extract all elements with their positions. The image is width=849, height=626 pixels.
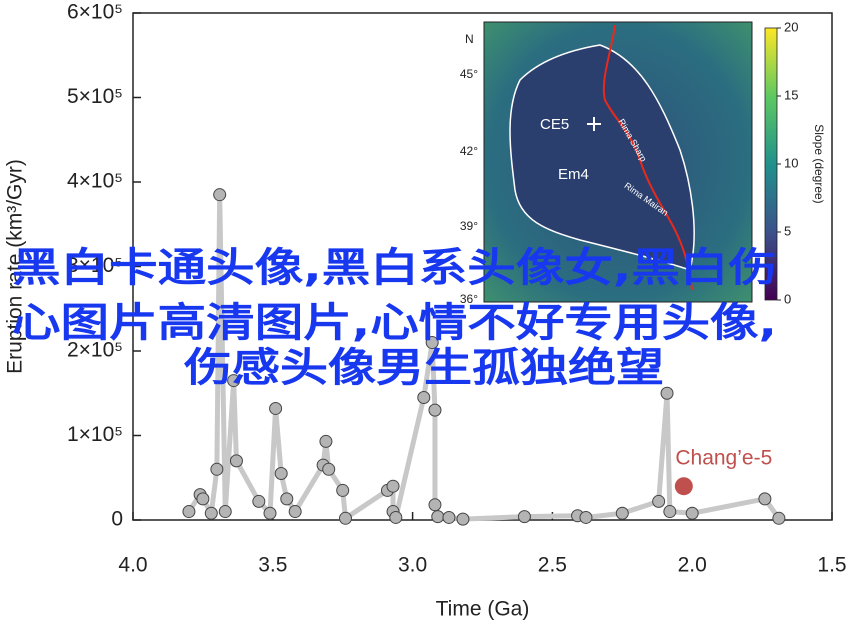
x-tick-label: 2.5 <box>538 554 567 577</box>
data-point <box>229 454 243 468</box>
data-point <box>386 479 400 493</box>
data-point <box>660 386 674 400</box>
x-tick-label: 1.5 <box>817 554 846 577</box>
data-point <box>280 492 294 506</box>
data-point <box>772 511 786 525</box>
data-point <box>685 506 699 520</box>
unit-label: Em4 <box>558 166 589 183</box>
colorbar-tick-label: 10 <box>784 155 798 170</box>
data-point <box>431 510 445 524</box>
x-tick-label: 2.0 <box>678 554 707 577</box>
data-point <box>322 462 336 476</box>
data-point <box>389 510 403 524</box>
data-point <box>218 505 232 519</box>
colorbar-label: Slope (degree) <box>812 124 826 203</box>
y-tick-label: 1×10⁵ <box>67 423 123 446</box>
y-axis-label: Eruption rate (km³/Gyr) <box>4 159 27 374</box>
data-point <box>425 336 439 350</box>
x-tick-label: 3.0 <box>398 554 427 577</box>
inset: N 45° 42° 39° 36° CE5 Em4 Rima Sharp Rim… <box>460 21 826 306</box>
y-tick-label: 5×10⁵ <box>67 85 123 108</box>
data-point <box>338 511 352 525</box>
data-point <box>263 506 277 520</box>
data-point <box>274 467 288 481</box>
y-tick-label: 4×10⁵ <box>67 170 123 193</box>
y-tick-label: 0 <box>111 508 123 531</box>
colorbar-tick-label: 0 <box>784 291 791 306</box>
data-point <box>182 505 196 519</box>
lat-label: 45° <box>460 67 478 81</box>
data-point <box>663 505 677 519</box>
y-tick-label: 6×10⁵ <box>67 1 123 24</box>
data-point <box>336 483 350 497</box>
data-point <box>456 512 470 526</box>
data-point <box>517 510 531 524</box>
overlay-text: 心图片高清图片,心情不好专用头像, <box>12 300 777 346</box>
data-point <box>428 498 442 512</box>
data-point <box>269 401 283 415</box>
site-label: CE5 <box>540 116 569 133</box>
colorbar-tick-label: 20 <box>784 19 798 34</box>
lat-label: 39° <box>460 219 478 233</box>
rille <box>602 24 693 291</box>
data-point <box>288 505 302 519</box>
y-tick-label: 2×10⁵ <box>67 339 123 362</box>
map-north: N <box>465 32 474 46</box>
data-point <box>417 390 431 404</box>
data-point <box>615 506 629 520</box>
data-point <box>758 492 772 506</box>
site-marker <box>587 117 601 131</box>
data-point <box>204 506 218 520</box>
lat-label: 42° <box>460 144 478 158</box>
x-axis-label: Time (Ga) <box>436 598 530 621</box>
data-point <box>213 188 227 202</box>
annotation: Chang’e-5 <box>675 447 772 470</box>
data-point <box>227 374 241 388</box>
colorbar-tick-label: 15 <box>784 87 798 102</box>
data-point <box>210 462 224 476</box>
lat-label: 36° <box>460 292 478 306</box>
data-point <box>428 403 442 417</box>
mare-boundary <box>509 44 695 271</box>
data-point <box>579 510 593 524</box>
overlay-text: 伤感头像男生孤独绝望 <box>183 345 664 391</box>
y-tick-label: 3×10⁵ <box>67 254 123 277</box>
data-point <box>319 434 333 448</box>
data-point <box>196 492 210 506</box>
data-point <box>252 494 266 508</box>
colorbar-tick-label: 5 <box>784 223 791 238</box>
x-tick-label: 4.0 <box>118 554 147 577</box>
data-point <box>674 477 693 496</box>
data-point <box>652 494 666 508</box>
data-point <box>442 510 456 524</box>
colorbar <box>764 27 778 301</box>
x-tick-label: 3.5 <box>258 554 287 577</box>
overlay-text: 黑白卡通头像,黑白系头像女,黑白伤 <box>12 245 777 291</box>
